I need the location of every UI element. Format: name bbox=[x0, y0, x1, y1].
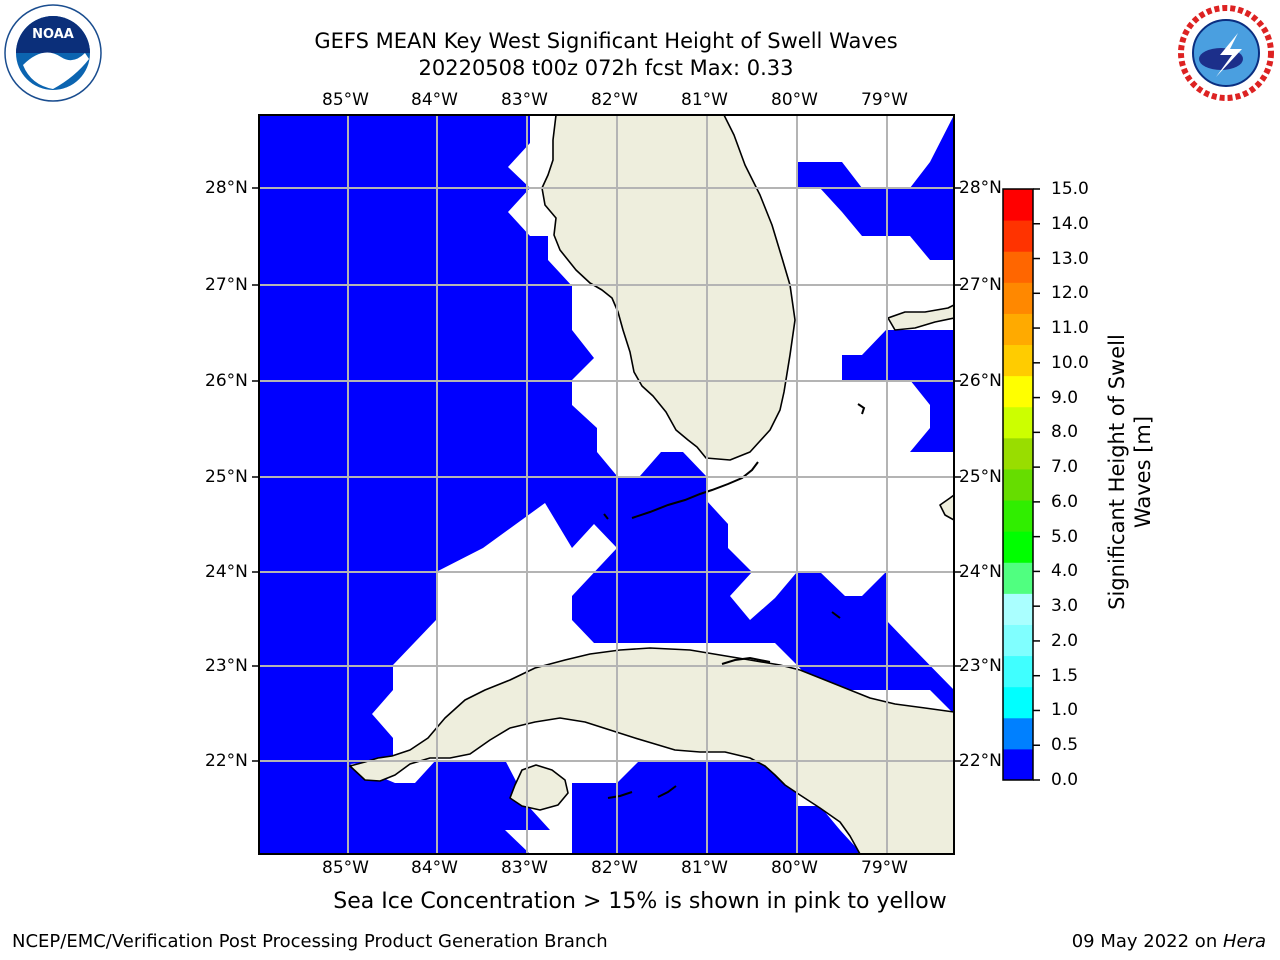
colorbar-tick-label: 8.0 bbox=[1051, 422, 1079, 443]
lon-label: 82°W bbox=[591, 858, 638, 878]
colorbar-swatch bbox=[1003, 437, 1033, 470]
colorbar-swatch bbox=[1003, 375, 1033, 408]
lat-label: 23°N bbox=[205, 656, 248, 676]
colorbar-label-line1: Significant Height of Swell bbox=[1105, 334, 1129, 610]
lon-label: 79°W bbox=[861, 858, 908, 878]
land-areas bbox=[349, 115, 954, 854]
colorbar-tick-label: 12.0 bbox=[1051, 283, 1089, 304]
lat-label: 24°N bbox=[205, 562, 248, 582]
graticule bbox=[259, 115, 954, 854]
colorbar-swatch bbox=[1003, 220, 1033, 252]
lat-label: 28°N bbox=[959, 178, 1002, 198]
colorbar-swatch bbox=[1003, 655, 1033, 688]
colorbar-tick-label: 10.0 bbox=[1051, 352, 1089, 373]
colorbar-swatch bbox=[1003, 282, 1033, 314]
colorbar-tick-label: 5.0 bbox=[1051, 526, 1079, 547]
sea-ice-note: Sea Ice Concentration > 15% is shown in … bbox=[333, 889, 947, 914]
colorbar-swatch bbox=[1003, 344, 1033, 377]
map-title: GEFS MEAN Key West Significant Height of… bbox=[314, 29, 898, 53]
colorbar-swatch bbox=[1003, 313, 1033, 346]
colorbar-tick-label: 3.0 bbox=[1051, 596, 1079, 617]
colorbar-tick-label: 6.0 bbox=[1051, 491, 1079, 512]
colorbar-swatch bbox=[1003, 624, 1033, 657]
colorbar-swatch bbox=[1003, 251, 1033, 283]
lon-label: 82°W bbox=[591, 90, 638, 110]
lon-label: 83°W bbox=[501, 858, 548, 878]
colorbar-tick-label: 1.5 bbox=[1051, 665, 1079, 686]
lat-label: 24°N bbox=[959, 562, 1002, 582]
lat-label: 23°N bbox=[959, 656, 1002, 676]
colorbar-tick-label: 14.0 bbox=[1051, 213, 1089, 234]
lat-label: 25°N bbox=[959, 467, 1002, 487]
colorbar-label: Significant Height of Swell Waves [m] bbox=[1090, 262, 1170, 682]
lon-label: 84°W bbox=[411, 90, 458, 110]
lat-label: 28°N bbox=[205, 178, 248, 198]
lon-label: 80°W bbox=[771, 90, 818, 110]
footer-branch: NCEP/EMC/Verification Post Processing Pr… bbox=[12, 931, 608, 952]
lat-label: 26°N bbox=[205, 371, 248, 391]
lat-label: 25°N bbox=[205, 467, 248, 487]
lon-label: 83°W bbox=[501, 90, 548, 110]
lon-label: 80°W bbox=[771, 858, 818, 878]
colorbar-tick-label: 4.0 bbox=[1051, 561, 1079, 582]
lon-label: 84°W bbox=[411, 858, 458, 878]
colorbar-swatch bbox=[1003, 717, 1033, 750]
map-subtitle: 20220508 t00z 072h fcst Max: 0.33 bbox=[418, 56, 794, 80]
lat-label: 22°N bbox=[959, 751, 1002, 771]
colorbar-swatch bbox=[1003, 531, 1033, 563]
colorbar-tick-label: 15.0 bbox=[1051, 179, 1089, 199]
colorbar-tick-label: 0.0 bbox=[1051, 770, 1079, 790]
colorbar-swatch bbox=[1003, 406, 1033, 439]
lon-label: 85°W bbox=[322, 858, 369, 878]
colorbar-tick-label: 2.0 bbox=[1051, 630, 1079, 651]
footer-date-text: 09 May 2022 on bbox=[1071, 931, 1223, 952]
lon-label: 81°W bbox=[681, 858, 728, 878]
lat-label: 26°N bbox=[959, 371, 1002, 391]
colorbar-swatch bbox=[1003, 748, 1033, 781]
lon-label: 79°W bbox=[861, 90, 908, 110]
colorbar-swatch bbox=[1003, 593, 1033, 625]
noaa-logo: NOAA bbox=[4, 4, 102, 102]
colorbar-swatch bbox=[1003, 189, 1033, 221]
colorbar-tick-label: 0.5 bbox=[1051, 735, 1079, 756]
colorbar-tick-label: 1.0 bbox=[1051, 700, 1079, 721]
lon-label: 85°W bbox=[322, 90, 369, 110]
colorbar-tick-label: 13.0 bbox=[1051, 248, 1089, 269]
footer-host: Hera bbox=[1222, 931, 1266, 952]
colorbar-swatch bbox=[1003, 468, 1033, 501]
nws-logo bbox=[1178, 5, 1274, 101]
svg-text:NOAA: NOAA bbox=[32, 27, 74, 42]
colorbar-swatch bbox=[1003, 562, 1033, 594]
lat-label: 27°N bbox=[959, 275, 1002, 295]
map-frame bbox=[258, 114, 955, 855]
colorbar-swatch bbox=[1003, 686, 1033, 719]
colorbar-label-line2: Waves [m] bbox=[1131, 415, 1155, 529]
lat-label: 22°N bbox=[205, 751, 248, 771]
colorbar-tick-label: 11.0 bbox=[1051, 318, 1089, 339]
colorbar-tick-label: 9.0 bbox=[1051, 387, 1079, 408]
swell-field bbox=[259, 115, 954, 854]
colorbar-swatch bbox=[1003, 500, 1033, 532]
lat-label: 27°N bbox=[205, 275, 248, 295]
colorbar-tick-label: 7.0 bbox=[1051, 457, 1079, 478]
footer-date: 09 May 2022 on Hera bbox=[1072, 931, 1266, 952]
lon-label: 81°W bbox=[681, 90, 728, 110]
